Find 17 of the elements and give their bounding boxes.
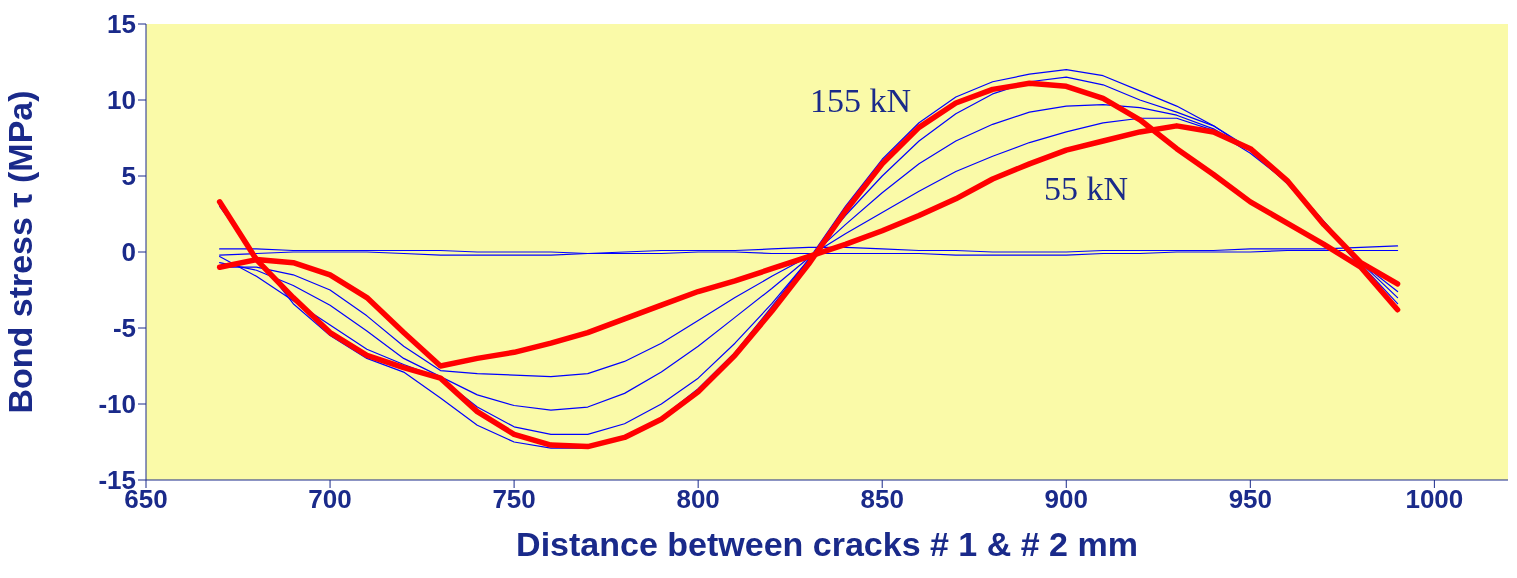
y-tick-label: 5 [121,161,136,192]
y-axis-title: Bond stress τ (MPa) [1,90,40,414]
x-tick-label: 850 [860,484,904,515]
x-tick-label: 700 [308,484,352,515]
x-tick-label: 800 [676,484,720,515]
y-tick-label: 0 [121,237,136,268]
x-tick-label: 750 [492,484,536,515]
x-tick-label: 900 [1044,484,1088,515]
y-tick-label: -5 [112,313,136,344]
x-tick-label: 1000 [1405,484,1464,515]
annotation: 155 kN [810,82,912,120]
y-tick-label: -10 [98,389,136,420]
annotation: 55 kN [1044,170,1129,208]
x-axis-title: Distance between cracks # 1 & # 2 mm [516,525,1138,563]
y-tick-label: 10 [107,85,136,116]
x-tick-label: 950 [1228,484,1273,515]
y-tick-label: 15 [107,9,136,40]
